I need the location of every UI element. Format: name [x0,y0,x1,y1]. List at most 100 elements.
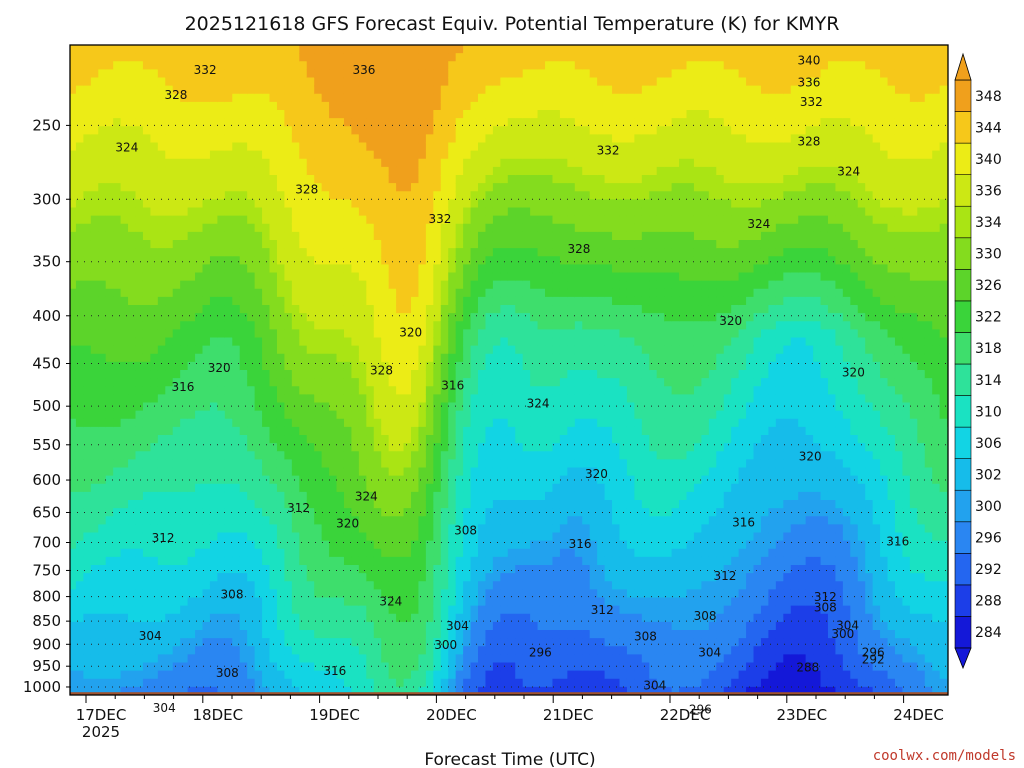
field-cell [500,491,509,501]
field-cell [113,394,122,404]
field-cell [142,361,151,371]
field-cell [425,361,434,371]
field-cell [284,240,293,249]
field-cell [224,605,233,615]
field-cell [113,305,122,314]
field-cell [396,142,405,152]
field-cell [284,150,293,160]
field-cell [470,467,479,477]
field-cell [142,556,151,566]
field-cell [284,581,293,590]
field-cell [254,240,263,249]
field-cell [187,134,196,144]
field-cell [128,272,137,282]
field-cell [120,646,129,655]
field-cell [500,483,509,493]
field-cell [433,451,442,460]
field-cell [299,402,308,412]
field-cell [70,410,77,420]
field-cell [195,215,204,225]
field-cell [306,313,315,322]
field-cell [485,361,494,371]
field-cell [515,451,524,460]
field-cell [373,654,382,664]
field-cell [75,248,84,257]
field-cell [165,621,174,631]
field-cell [239,93,248,103]
field-cell [500,85,509,95]
field-cell [157,77,166,87]
field-cell [224,329,233,339]
field-cell [358,345,367,355]
field-cell [329,500,338,509]
field-cell [98,402,107,412]
field-cell [522,248,531,257]
field-cell [120,370,129,379]
field-cell [396,280,405,290]
field-cell [500,175,509,184]
field-cell [463,280,472,290]
field-cell [262,597,271,607]
field-cell [239,483,248,493]
field-cell [224,378,233,387]
field-cell [470,540,479,550]
field-cell [373,500,382,509]
field-cell [314,305,323,314]
field-cell [366,678,375,688]
field-cell [276,329,286,339]
field-cell [135,670,144,680]
field-cell [247,508,256,517]
field-cell [485,191,494,200]
field-cell [478,126,487,135]
field-cell [522,183,531,192]
field-cell [187,69,196,79]
field-cell [135,134,144,144]
field-cell [351,337,360,347]
field-cell [150,678,159,688]
field-cell [276,556,286,566]
field-cell [254,321,263,330]
field-cell [522,85,531,95]
field-cell [411,231,420,241]
field-cell [232,621,241,631]
field-cell [448,678,457,688]
field-cell [381,272,390,282]
field-cell [492,69,501,79]
field-cell [366,150,375,160]
field-cell [180,662,189,672]
field-cell [530,305,539,314]
field-cell [120,93,129,103]
field-cell [425,85,434,95]
field-cell [448,605,457,615]
field-cell [478,45,487,54]
field-cell [314,175,323,184]
field-cell [202,126,211,135]
field-cell [440,597,449,607]
field-cell [165,556,174,566]
field-cell [120,540,129,550]
field-cell [142,435,151,444]
field-cell [128,548,137,558]
field-cell [463,69,472,79]
field-cell [113,435,122,444]
field-cell [284,589,293,599]
field-cell [217,361,226,371]
field-cell [165,402,174,412]
field-cell [463,638,472,647]
field-cell [262,435,271,444]
field-cell [157,264,166,274]
field-cell [83,394,92,404]
field-cell [358,337,367,347]
field-cell [135,621,144,631]
field-cell [314,670,323,680]
field-cell [463,556,472,566]
field-cell [105,532,114,542]
field-cell [187,532,196,542]
field-cell [455,402,464,412]
field-cell [403,378,412,387]
field-cell [388,118,397,127]
field-cell [142,264,151,274]
field-cell [113,621,122,631]
field-cell [276,418,286,428]
field-cell [373,386,382,395]
